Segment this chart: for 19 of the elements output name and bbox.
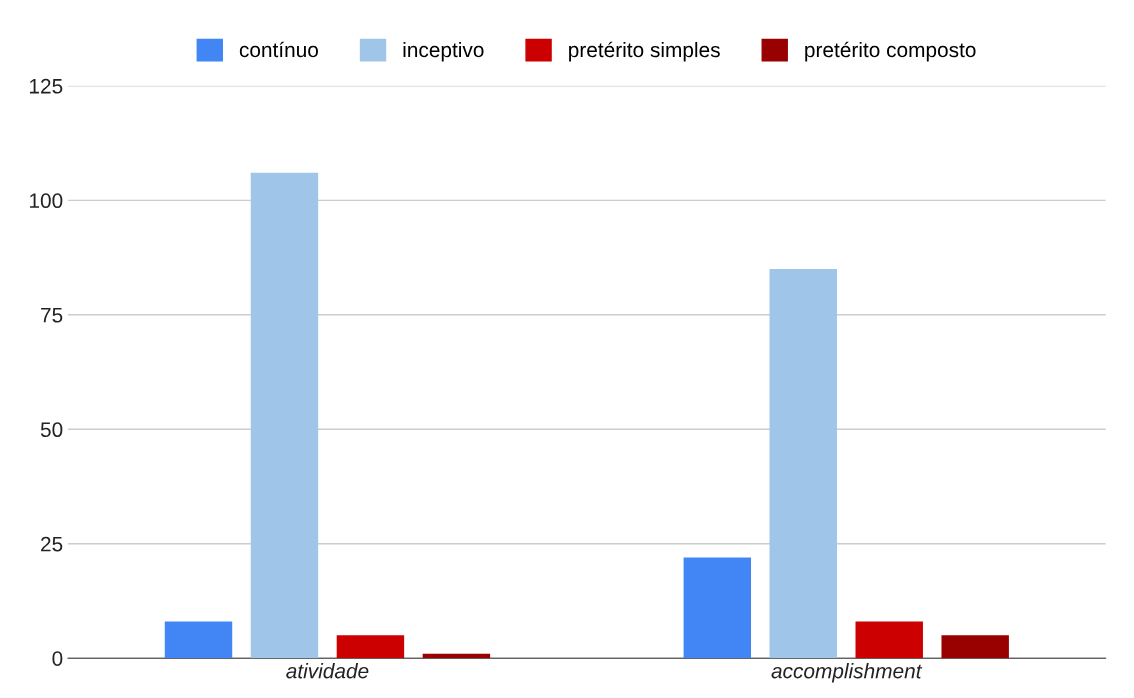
bar	[336, 635, 405, 659]
y-tick-label: 25	[41, 536, 63, 552]
y-tick-label: 100	[30, 193, 63, 209]
bar	[769, 269, 837, 659]
legend-label: contínuo	[239, 41, 318, 58]
x-tick-label: accomplishment	[771, 663, 923, 683]
bar	[250, 172, 319, 659]
y-tick-label: 50	[40, 422, 63, 438]
bar	[683, 557, 752, 659]
legend-label: pretérito simples	[569, 41, 720, 62]
y-tick-label: 75	[41, 308, 63, 323]
bar	[164, 621, 233, 659]
legend-label: inceptivo	[403, 41, 484, 62]
bar	[855, 621, 923, 659]
bar	[941, 635, 1009, 659]
legend-label: pretérito composto	[805, 41, 976, 62]
y-tick-label: 125	[30, 78, 63, 94]
y-tick-label: 0	[52, 651, 63, 666]
x-tick-label: atividade	[286, 663, 369, 679]
